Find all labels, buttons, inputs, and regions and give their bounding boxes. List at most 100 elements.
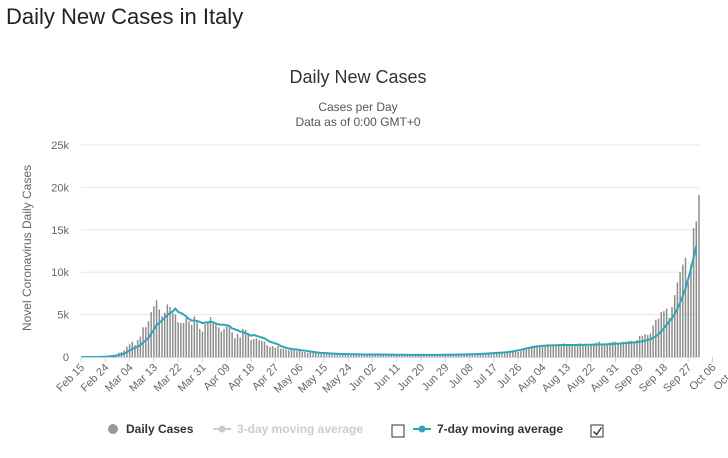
legend-item-7day-average[interactable]: 7-day moving average: [413, 422, 563, 436]
daily-cases-bar: [514, 350, 517, 357]
daily-cases-bar: [352, 354, 355, 357]
7day-average-marker: [418, 425, 426, 433]
daily-cases-bar: [587, 345, 590, 357]
x-tick-label: Jun 02: [347, 362, 379, 394]
daily-cases-bar: [269, 346, 271, 357]
y-tick-label: 15k: [51, 225, 69, 237]
chart-subtitle-line-2: Data as of 0:00 GMT+0: [295, 115, 420, 129]
daily-cases-bar: [636, 340, 638, 357]
legend-item-3day-average[interactable]: 3-day moving average: [213, 422, 363, 436]
daily-cases-bar: [458, 354, 460, 357]
daily-cases-bar: [328, 353, 331, 357]
daily-cases-bar: [172, 312, 174, 357]
daily-cases-bar: [487, 353, 490, 357]
daily-cases-bar: [512, 351, 514, 357]
daily-cases-bar: [555, 345, 557, 357]
daily-cases-bar: [250, 340, 252, 357]
x-tick-label: Jul 17: [471, 362, 500, 391]
daily-cases-bar: [325, 352, 328, 357]
7day-average-checkbox[interactable]: [590, 424, 604, 438]
daily-cases-bar: [155, 300, 158, 357]
daily-cases-bar: [385, 355, 387, 357]
daily-cases-bar: [355, 354, 357, 357]
daily-cases-bar: [234, 338, 236, 357]
daily-cases-bar: [223, 329, 225, 357]
x-tick-label: Jun 29: [420, 362, 452, 394]
daily-cases-bar: [387, 355, 390, 357]
daily-cases-bar: [576, 344, 579, 357]
daily-cases-bar: [312, 352, 314, 357]
daily-cases-bar: [382, 354, 384, 357]
3day-average-checkbox[interactable]: [391, 424, 405, 438]
daily-cases-bar: [336, 354, 339, 357]
daily-cases-bar: [282, 348, 285, 357]
daily-cases-bar: [568, 345, 571, 357]
daily-cases-bar: [363, 354, 366, 357]
daily-cases-bar: [252, 339, 255, 357]
daily-cases-bar: [452, 354, 455, 357]
daily-cases-bar: [185, 317, 187, 357]
gridlines: [81, 144, 699, 316]
7day-average-line: [81, 245, 698, 358]
moving-average-line: [81, 245, 698, 358]
daily-cases-bar: [236, 334, 239, 357]
daily-cases-bar: [279, 348, 282, 357]
daily-cases-bar: [331, 353, 333, 357]
daily-cases-bar: [449, 354, 452, 357]
daily-cases-bar: [244, 329, 247, 357]
daily-cases-bar: [285, 349, 287, 357]
daily-cases-bar: [274, 347, 277, 357]
daily-cases-bar: [657, 318, 660, 357]
daily-cases-bar: [404, 355, 406, 357]
daily-cases-bar: [625, 341, 627, 357]
daily-cases-bar: [536, 345, 538, 357]
daily-cases-bar: [698, 195, 700, 357]
legend: Daily Cases 3-day moving average 7-day m…: [108, 422, 604, 438]
daily-cases-bar: [463, 354, 465, 357]
daily-cases-bar: [520, 351, 522, 357]
daily-cases-bar: [552, 345, 555, 357]
daily-cases-bar: [692, 228, 695, 357]
daily-cases-bar: [288, 350, 290, 357]
y-tick-label: 0: [63, 352, 69, 364]
daily-cases-bar: [541, 346, 544, 357]
chart-title: Daily New Cases: [289, 67, 426, 87]
daily-cases-bar: [684, 257, 687, 357]
daily-cases-bar: [199, 329, 201, 357]
daily-cases-bar: [522, 349, 525, 357]
daily-cases-bar: [301, 351, 304, 357]
daily-cases-bar: [231, 332, 233, 357]
daily-cases-bar: [652, 325, 654, 357]
daily-cases-bar: [557, 345, 560, 357]
daily-cases-bar: [188, 321, 190, 357]
daily-cases-bar: [676, 282, 679, 357]
daily-cases-bar: [406, 355, 409, 357]
daily-cases-bar: [614, 341, 617, 357]
daily-cases-bar: [644, 334, 646, 357]
daily-cases-bar: [630, 340, 633, 357]
daily-cases-bar: [136, 340, 139, 357]
daily-cases-bar: [293, 349, 295, 357]
daily-cases-bar: [420, 355, 422, 357]
daily-cases-bar: [390, 354, 393, 357]
daily-cases-bar: [563, 343, 565, 357]
daily-cases-bar: [333, 354, 336, 357]
daily-cases-bar: [366, 354, 368, 357]
daily-cases-bar: [169, 306, 171, 357]
daily-cases-bar: [665, 308, 668, 357]
legend-label-3day-average: 3-day moving average: [237, 422, 363, 436]
daily-cases-bar: [601, 343, 603, 357]
daily-cases-bar: [209, 317, 212, 357]
legend-item-daily-cases[interactable]: Daily Cases: [108, 422, 194, 436]
daily-cases-bar: [455, 354, 457, 357]
daily-cases-bar: [476, 354, 479, 357]
daily-cases-bar: [158, 309, 160, 357]
daily-cases-bar: [377, 354, 379, 357]
daily-cases-bar: [228, 327, 231, 357]
daily-cases-bar: [217, 327, 220, 357]
daily-cases-bar: [493, 352, 495, 357]
page-title: Daily New Cases in Italy: [6, 4, 244, 29]
daily-cases-bar: [296, 351, 298, 357]
y-tick-label: 25k: [51, 140, 69, 152]
daily-cases-bar: [271, 345, 274, 357]
